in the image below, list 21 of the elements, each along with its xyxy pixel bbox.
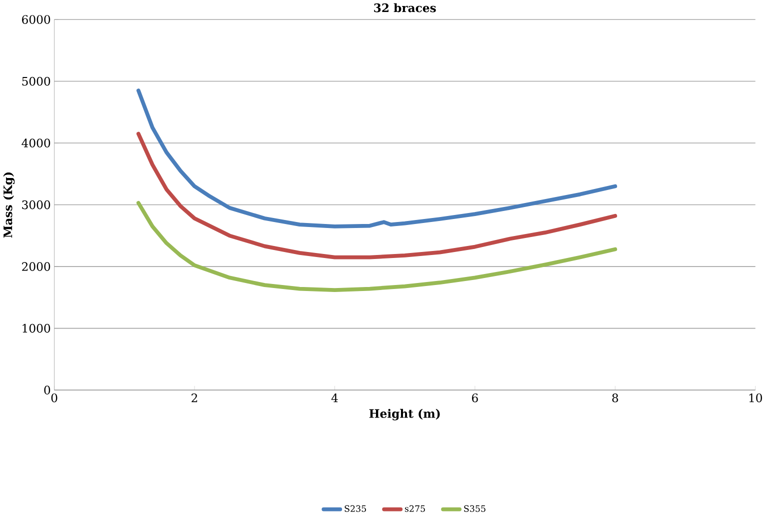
x-tick-label: 8 (612, 393, 618, 402)
y-tick-label: 6000 (22, 15, 50, 24)
x-tick-label: 10 (749, 393, 762, 402)
legend-label: S235 (344, 505, 366, 512)
legend-label: S355 (464, 505, 486, 512)
line-series (136, 200, 618, 292)
chart-title: 32 braces (374, 3, 436, 12)
y-tick-label: 3000 (22, 200, 50, 210)
legend-label: s275 (404, 505, 425, 512)
x-tick-label: 2 (192, 393, 198, 402)
x-tick-label: 4 (331, 393, 338, 402)
y-tick-label: 5000 (22, 76, 50, 86)
x-tick-label: 0 (51, 393, 58, 402)
x-tick-label: 6 (472, 393, 478, 402)
y-tick-label: 4000 (22, 138, 50, 148)
y-tick-label: 0 (44, 386, 50, 394)
y-tick-label: 2000 (22, 262, 50, 271)
line-series (136, 132, 618, 260)
y-tick-label: 1000 (22, 324, 50, 333)
x-axis-title: Height (m) (369, 408, 440, 420)
y-axis-title: Mass (Kg) (3, 172, 15, 238)
